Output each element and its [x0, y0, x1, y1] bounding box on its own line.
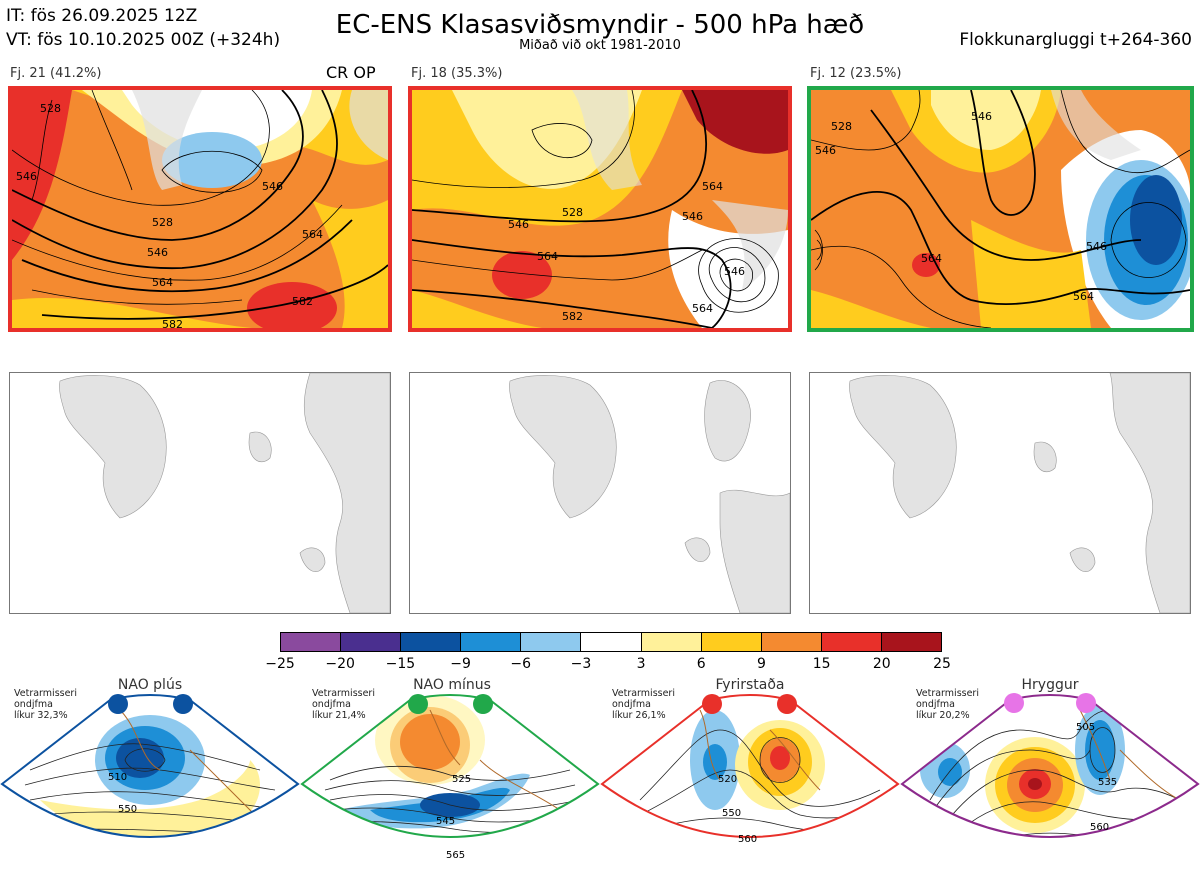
colorbar-cell	[641, 633, 702, 651]
contour-label: 520	[718, 774, 737, 785]
colorbar-tick-label: 6	[696, 656, 706, 672]
contour-label: 550	[118, 804, 137, 815]
regime-3-marker	[777, 694, 797, 714]
init-time: IT: fös 26.09.2025 12Z	[6, 6, 198, 26]
regime-3-marker	[702, 694, 722, 714]
contour-label: 528	[562, 206, 583, 219]
colorbar-tick-label: 15	[812, 656, 831, 672]
regime-2-info: Vetrarmisseri ondjfma líkur 21,4%	[312, 688, 375, 721]
colorbar	[280, 632, 942, 652]
colorbar-tick-label: −6	[510, 656, 532, 672]
contour-label: 546	[16, 170, 37, 183]
cluster-3-map: 528 546 564 546 564 546	[807, 86, 1194, 332]
regime-1-title: NAO plús	[117, 677, 183, 693]
colorbar-cell	[881, 633, 942, 651]
colorbar-tick-label: 20	[872, 656, 891, 672]
contour-label: 565	[446, 850, 465, 861]
contour-label: 582	[292, 295, 313, 308]
contour-label: 528	[40, 102, 61, 115]
contour-label: 535	[1098, 777, 1117, 788]
contour-label: 546	[724, 265, 745, 278]
colorbar-cell	[341, 633, 402, 651]
cluster-1-map: 528 546 564 582 546 564 582 546 528	[8, 86, 392, 332]
colorbar-cell	[821, 633, 882, 651]
contour-label: 545	[436, 816, 455, 827]
contour-label: 564	[921, 252, 942, 265]
contour-label: 564	[152, 276, 173, 289]
valid-time: VT: fös 10.10.2025 00Z (+324h)	[6, 30, 281, 50]
colorbar-tick-label: −3	[570, 656, 592, 672]
contour-label: 528	[152, 216, 173, 229]
empty-map-2	[409, 372, 791, 614]
regime-4-title: Hryggur	[1021, 677, 1079, 693]
colorbar-tick-label: −25	[265, 656, 295, 672]
contour-label: 546	[815, 144, 836, 157]
regime-2-title: NAO mínus	[413, 677, 491, 693]
contour-label: 564	[537, 250, 558, 263]
colorbar-cell	[581, 633, 642, 651]
colorbar-tick-label: −9	[450, 656, 471, 672]
contour-label: 582	[562, 310, 583, 323]
regime-1-info: Vetrarmisseri ondjfma líkur 32,3%	[14, 688, 77, 721]
colorbar-tick-label: 3	[636, 656, 646, 672]
empty-map-1	[9, 372, 391, 614]
contour-label: 525	[452, 774, 471, 785]
colorbar-cell	[401, 633, 462, 651]
contour-label: 560	[738, 834, 757, 845]
contour-label: 546	[682, 210, 703, 223]
contour-label: 564	[1073, 290, 1094, 303]
contour-label: 560	[1090, 822, 1109, 833]
empty-map-3	[809, 372, 1191, 614]
colorbar-cell	[521, 633, 582, 651]
colorbar-tick-label: −20	[325, 656, 355, 672]
contour-label: 510	[108, 772, 127, 783]
cluster-3-label: Fj. 12 (23.5%)	[810, 66, 902, 81]
contour-label: 546	[508, 218, 529, 231]
contour-label: 528	[831, 120, 852, 133]
classification-window: Flokkunargluggi t+264-360	[959, 30, 1192, 50]
contour-label: 546	[147, 246, 168, 259]
colorbar-cell	[701, 633, 762, 651]
contour-label: 546	[262, 180, 283, 193]
cluster-2-map: 528 546 564 582 546 564 546 564	[408, 86, 792, 332]
contour-label: 505	[1076, 722, 1095, 733]
page-subtitle: Miðað við okt 1981-2010	[519, 38, 681, 53]
regime-2-marker	[408, 694, 428, 714]
regime-3-info: Vetrarmisseri ondjfma líkur 26,1%	[612, 688, 675, 721]
contour-label: 546	[1086, 240, 1107, 253]
cluster-2-label: Fj. 18 (35.3%)	[411, 66, 503, 81]
contour-label: 546	[971, 110, 992, 123]
regime-1-marker	[173, 694, 193, 714]
colorbar-tick-label: 25	[933, 656, 951, 672]
colorbar-cell	[281, 633, 342, 651]
regime-3-title: Fyrirstaða	[715, 677, 785, 693]
regime-maps: 510 550 525 545 565	[0, 693, 1200, 861]
regime-1-marker	[108, 694, 128, 714]
contour-label: 582	[162, 318, 183, 328]
contour-label: 564	[692, 302, 713, 315]
contour-label: 564	[302, 228, 323, 241]
colorbar-cell	[761, 633, 822, 651]
page-title: EC-ENS Klasasviðsmyndir - 500 hPa hæð	[335, 10, 865, 40]
cluster-1-tag: CR OP	[326, 63, 376, 82]
regime-4-marker	[1076, 693, 1096, 713]
regime-2-marker	[473, 694, 493, 714]
contour-label: 564	[702, 180, 723, 193]
regime-4-info: Vetrarmisseri ondjfma líkur 20,2%	[916, 688, 979, 721]
contour-label: 550	[722, 808, 741, 819]
colorbar-tick-label: 9	[756, 656, 766, 672]
colorbar-cell	[461, 633, 522, 651]
colorbar-tick-label: −15	[385, 656, 416, 672]
regime-4-marker	[1004, 693, 1024, 713]
cluster-1-label: Fj. 21 (41.2%)	[10, 66, 102, 81]
